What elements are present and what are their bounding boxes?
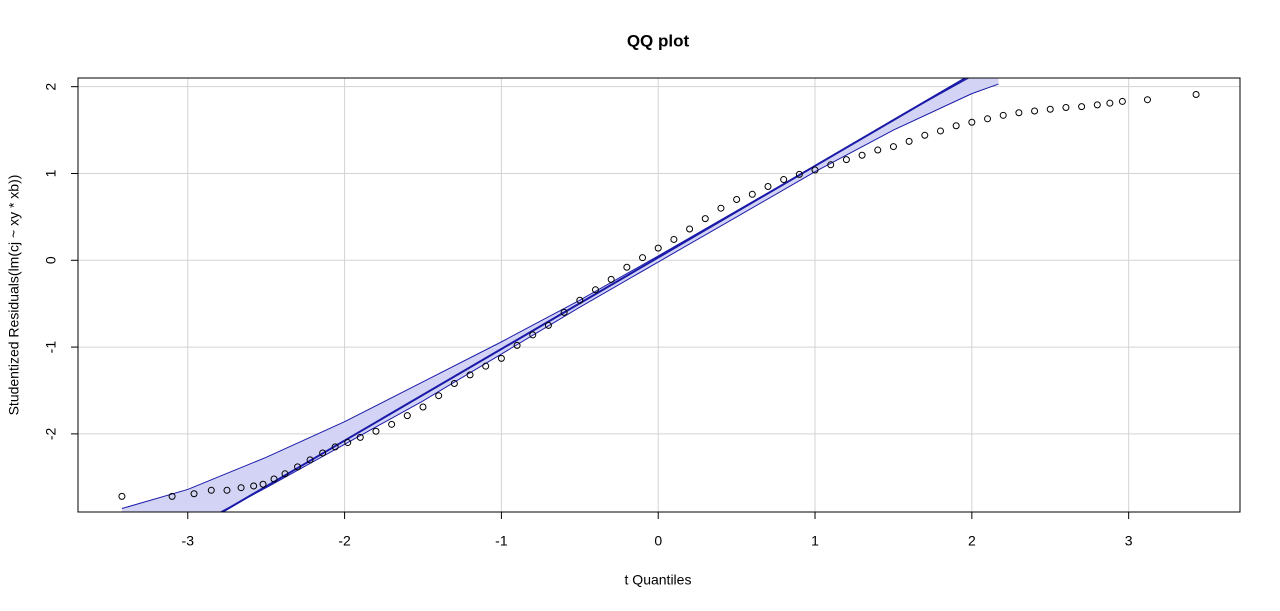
point bbox=[388, 420, 396, 428]
point bbox=[1062, 104, 1070, 112]
point bbox=[984, 115, 992, 123]
point bbox=[331, 443, 339, 451]
point bbox=[701, 215, 709, 223]
point bbox=[858, 151, 866, 159]
point bbox=[654, 244, 662, 252]
point bbox=[190, 490, 198, 498]
point bbox=[999, 111, 1007, 119]
point bbox=[281, 470, 289, 478]
x-tick-label: 2 bbox=[968, 533, 976, 549]
point bbox=[319, 449, 327, 457]
point bbox=[294, 463, 302, 471]
point bbox=[874, 146, 882, 154]
point bbox=[419, 403, 427, 411]
point bbox=[529, 331, 537, 339]
plot-border bbox=[77, 77, 1241, 513]
point bbox=[795, 170, 803, 178]
point bbox=[1031, 107, 1039, 115]
point bbox=[237, 484, 245, 492]
point bbox=[466, 371, 474, 379]
point bbox=[356, 433, 364, 441]
point bbox=[623, 263, 631, 271]
point bbox=[905, 137, 913, 145]
reference-line bbox=[221, 78, 967, 512]
y-tick-label: -1 bbox=[43, 341, 59, 354]
band-upper bbox=[121, 78, 970, 510]
point bbox=[717, 204, 725, 212]
point bbox=[513, 341, 521, 349]
point bbox=[372, 427, 380, 435]
point bbox=[576, 296, 584, 304]
point bbox=[1093, 101, 1101, 109]
point bbox=[811, 166, 819, 174]
point bbox=[1118, 97, 1126, 105]
point bbox=[1106, 99, 1114, 107]
point bbox=[921, 131, 929, 139]
point bbox=[639, 254, 647, 262]
point bbox=[1078, 103, 1086, 111]
point bbox=[344, 439, 352, 447]
point bbox=[306, 456, 314, 464]
point bbox=[482, 362, 490, 370]
point bbox=[497, 354, 505, 362]
point bbox=[207, 486, 215, 494]
point bbox=[842, 156, 850, 164]
point bbox=[591, 286, 599, 294]
point bbox=[1192, 90, 1200, 98]
point bbox=[952, 122, 960, 130]
point bbox=[670, 235, 678, 243]
x-tick-label: 1 bbox=[811, 533, 819, 549]
point bbox=[250, 482, 258, 490]
band-lower bbox=[219, 83, 999, 512]
point bbox=[118, 492, 126, 500]
point bbox=[403, 412, 411, 420]
x-tick-label: -1 bbox=[495, 533, 508, 549]
x-tick-label: 3 bbox=[1125, 533, 1133, 549]
y-tick-label: 1 bbox=[43, 169, 59, 177]
point bbox=[168, 492, 176, 500]
chart-title: QQ plot bbox=[627, 31, 690, 50]
point bbox=[270, 475, 278, 483]
point bbox=[764, 183, 772, 190]
x-tick-label: -3 bbox=[182, 533, 195, 549]
point bbox=[968, 118, 976, 126]
plot-area bbox=[118, 78, 1200, 512]
y-tick-label: -2 bbox=[43, 427, 59, 440]
point bbox=[544, 321, 552, 329]
y-tick-label: 0 bbox=[43, 256, 59, 264]
y-axis-label: Studentized Residuals(lm(cj ~ xy * xb)) bbox=[6, 175, 22, 416]
point bbox=[259, 480, 267, 488]
point bbox=[748, 190, 756, 198]
point bbox=[1046, 105, 1054, 113]
point bbox=[827, 161, 835, 169]
point bbox=[560, 308, 568, 316]
x-tick-label: -2 bbox=[338, 533, 351, 549]
point bbox=[780, 176, 788, 184]
x-axis-label: t Quantiles bbox=[625, 572, 692, 588]
point bbox=[889, 143, 897, 151]
x-tick-label: 0 bbox=[654, 533, 662, 549]
point bbox=[733, 196, 741, 204]
point bbox=[607, 275, 615, 283]
point bbox=[936, 127, 944, 135]
point bbox=[686, 225, 694, 233]
point bbox=[1143, 96, 1151, 104]
y-tick-label: 2 bbox=[43, 83, 59, 91]
point bbox=[1015, 109, 1023, 117]
point bbox=[223, 486, 231, 494]
point bbox=[435, 392, 443, 400]
point bbox=[450, 380, 458, 388]
